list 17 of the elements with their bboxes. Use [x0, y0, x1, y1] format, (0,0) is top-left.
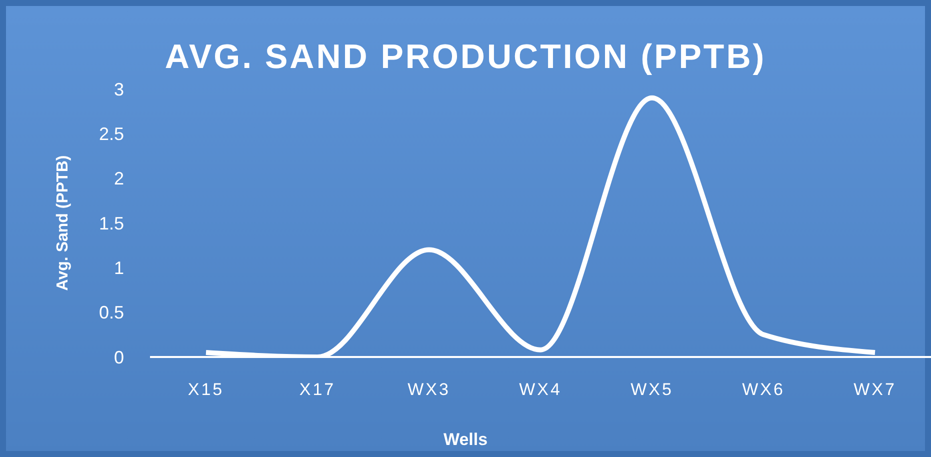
x-tick-label: WX3: [408, 380, 450, 400]
x-tick-label: WX7: [854, 380, 896, 400]
x-tick-label: WX5: [630, 380, 674, 400]
y-axis-title: Avg. Sand (PPTB): [54, 155, 72, 291]
x-tick-label: WX6: [742, 380, 785, 400]
chart-title: AVG. SAND PRODUCTION (PPTB): [164, 38, 768, 77]
y-tick-label: 2.5: [98, 124, 124, 144]
y-tick-label: 1: [114, 258, 124, 278]
x-axis-title: Wells: [442, 430, 489, 450]
y-tick-label: 1.5: [98, 213, 124, 234]
x-tick-label: WX4: [519, 380, 562, 400]
y-tick-label: 0: [114, 347, 124, 368]
y-tick-label: 3: [114, 79, 124, 100]
x-tick-label: X17: [299, 380, 336, 400]
y-tick-label: 2: [114, 168, 124, 189]
y-tick-label: 0.5: [98, 302, 124, 323]
x-tick-label: X15: [188, 380, 224, 400]
